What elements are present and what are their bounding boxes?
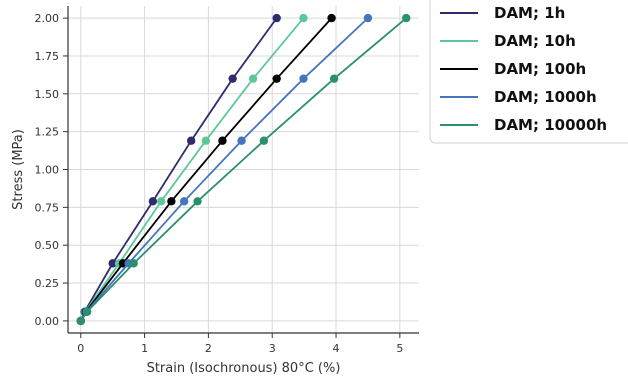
data-point xyxy=(76,316,85,326)
data-point xyxy=(237,136,246,145)
data-point xyxy=(272,13,281,23)
data-point xyxy=(299,74,308,83)
data-point xyxy=(148,197,158,206)
y-tick-label: 1.25 xyxy=(35,126,60,139)
data-point xyxy=(186,136,196,145)
y-tick-label: 1.50 xyxy=(35,88,60,101)
y-tick-label: 1.00 xyxy=(35,164,60,177)
legend-item: DAM; 1h xyxy=(440,4,565,22)
series-group xyxy=(76,13,411,326)
data-point xyxy=(129,259,138,268)
y-tick-label: 0.50 xyxy=(35,239,60,252)
x-tick-label: 1 xyxy=(141,342,148,355)
legend-item: DAM; 1000h xyxy=(440,88,597,106)
data-point xyxy=(259,136,269,145)
data-point xyxy=(118,259,128,268)
data-point xyxy=(299,13,308,23)
y-tick-label: 0.75 xyxy=(35,201,60,214)
y-axis-label: Stress (MPa) xyxy=(11,129,26,210)
data-point xyxy=(167,197,176,206)
legend: DAM; 1h DAM; 10h DAM; 100h DAM; 1000h DAM; 1… xyxy=(429,0,628,144)
legend-label: DAM; 10h xyxy=(494,32,576,50)
data-point xyxy=(228,74,237,83)
legend-item: DAM; 10h xyxy=(440,32,576,50)
series-5 xyxy=(76,13,411,326)
legend-label: DAM; 1000h xyxy=(494,88,597,106)
x-tick-label: 2 xyxy=(205,342,212,355)
data-point xyxy=(272,74,281,83)
y-tick-label: 2.00 xyxy=(35,12,60,25)
data-point xyxy=(201,136,211,145)
data-point xyxy=(156,197,166,206)
data-point xyxy=(218,136,227,145)
legend-label: DAM; 10000h xyxy=(494,116,607,134)
x-tick-label: 5 xyxy=(396,342,403,355)
grid xyxy=(68,6,419,333)
data-point xyxy=(248,74,258,83)
legend-item: DAM; 10000h xyxy=(440,116,607,134)
data-point xyxy=(193,197,202,206)
data-point xyxy=(402,13,411,23)
x-tick-label: 4 xyxy=(333,342,340,355)
x-tick-label: 3 xyxy=(269,342,276,355)
y-tick-label: 0.00 xyxy=(35,315,60,328)
y-tick-label: 1.75 xyxy=(35,50,60,63)
legend-label: DAM; 1h xyxy=(494,4,565,22)
legend-frame xyxy=(429,0,628,144)
legend-item: DAM; 100h xyxy=(440,60,586,78)
axes xyxy=(63,6,419,338)
data-point xyxy=(108,259,117,268)
data-point xyxy=(179,197,189,206)
data-point xyxy=(363,13,373,23)
x-axis-label: Strain (Isochronous) 80°C (%) xyxy=(147,361,341,376)
data-point xyxy=(329,74,339,83)
legend-label: DAM; 100h xyxy=(494,60,586,78)
tick-labels: 0 1 2 3 4 5 0.00 0.25 0.50 0.75 1.00 1.25 1.50 1.75 2.… xyxy=(35,12,404,355)
data-point xyxy=(327,13,336,23)
x-tick-label: 0 xyxy=(77,342,84,355)
y-tick-label: 0.25 xyxy=(35,277,60,290)
data-point xyxy=(82,307,92,317)
